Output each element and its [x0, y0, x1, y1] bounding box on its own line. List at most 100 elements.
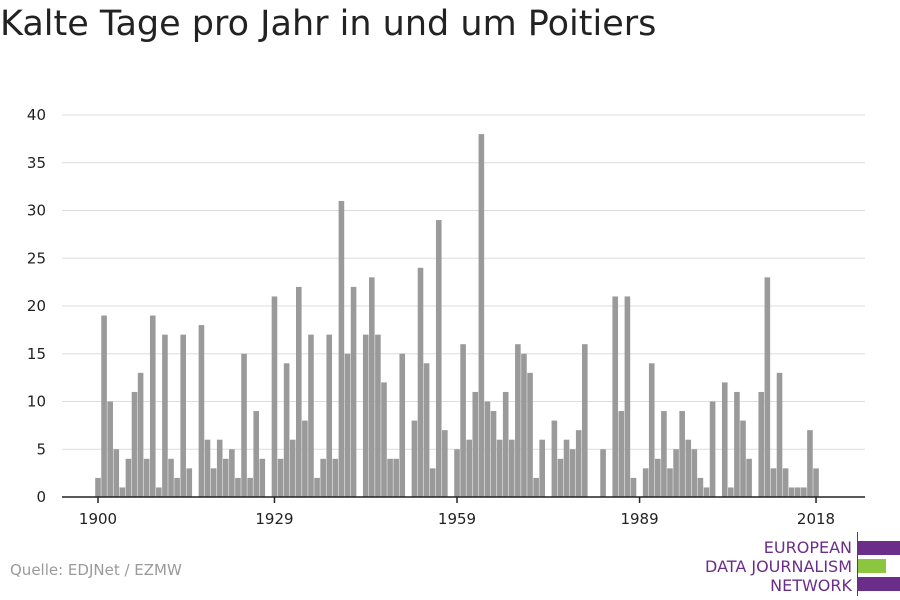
bar: [204, 439, 211, 497]
logo-divider: [857, 532, 858, 596]
bar: [222, 458, 229, 497]
bar: [478, 134, 485, 497]
source-note: Quelle: EDJNet / EZMW: [10, 561, 182, 579]
bar: [673, 449, 679, 497]
bar: [691, 449, 698, 497]
bar: [758, 391, 765, 497]
bar: [801, 487, 807, 497]
bar: [515, 344, 521, 497]
bar: [253, 411, 260, 497]
bar: [551, 420, 558, 497]
bar: [533, 477, 539, 497]
bar: [387, 458, 393, 497]
bar: [174, 477, 180, 497]
bar: [490, 411, 497, 497]
bar: [320, 458, 326, 497]
edjnet-logo: EUROPEAN DATA JOURNALISM NETWORK: [700, 532, 900, 596]
y-tick-label: 40: [27, 106, 46, 124]
bar: [460, 344, 466, 497]
bar: [344, 353, 351, 497]
bar: [338, 200, 345, 497]
y-tick-label: 35: [27, 154, 46, 172]
bar: [521, 353, 527, 497]
bar: [624, 296, 631, 497]
x-tick-label: 2018: [797, 510, 835, 528]
y-tick-label: 20: [27, 297, 46, 315]
bar: [642, 468, 649, 497]
bar: [709, 401, 716, 497]
bar: [721, 382, 728, 497]
bar: [813, 468, 819, 497]
bar: [746, 458, 752, 497]
x-tick-label: 1929: [255, 510, 293, 528]
bar: [393, 458, 399, 497]
bar: [411, 420, 418, 497]
bar: [216, 439, 223, 497]
bar: [423, 363, 430, 497]
bar: [764, 277, 771, 497]
bar: [600, 449, 606, 497]
bar: [101, 315, 107, 497]
logo-line-2: DATA JOURNALISM: [705, 557, 852, 576]
bar: [156, 487, 162, 497]
bar: [661, 411, 667, 497]
y-tick-label: 25: [27, 249, 46, 267]
bar: [332, 458, 339, 497]
x-tick-label: 1989: [620, 510, 658, 528]
bar: [308, 334, 314, 497]
bar: [143, 458, 150, 497]
bar: [137, 372, 144, 497]
bar: [442, 430, 448, 497]
bar: [429, 468, 436, 497]
bar: [502, 391, 509, 497]
logo-bar-purple-top: [858, 541, 900, 555]
bar: [125, 458, 132, 497]
logo-line-1: EUROPEAN: [763, 538, 852, 557]
bar: [703, 487, 710, 497]
bar: [131, 391, 138, 497]
bar: [655, 458, 661, 497]
bar: [289, 439, 296, 497]
bar: [369, 277, 375, 497]
bar: [782, 468, 789, 497]
bar: [149, 315, 156, 497]
x-tick-label: 1900: [79, 510, 117, 528]
bar: [350, 286, 357, 497]
bar: [277, 458, 284, 497]
bar: [734, 391, 740, 497]
bar: [113, 449, 120, 497]
bar: [630, 477, 637, 497]
bar: [229, 449, 235, 497]
bar: [484, 401, 491, 497]
bar: [168, 458, 174, 497]
bar: [557, 458, 564, 497]
bar: [198, 325, 205, 497]
bar: [302, 420, 308, 497]
bar: [527, 372, 533, 497]
bar: [770, 468, 777, 497]
bar: [788, 487, 795, 497]
bar: [235, 477, 241, 497]
y-tick-label: 15: [27, 345, 46, 363]
bar: [539, 439, 546, 497]
bar: [259, 458, 266, 497]
bar: [162, 334, 168, 497]
bar: [210, 468, 217, 497]
bar: [794, 487, 801, 497]
bar: [807, 430, 813, 497]
bar: [95, 477, 101, 497]
bar: [582, 344, 588, 497]
bar: [180, 334, 186, 497]
y-tick-label: 10: [27, 393, 46, 411]
y-tick-label: 30: [27, 202, 46, 220]
y-tick-label: 0: [36, 488, 46, 506]
chart-title: Kalte Tage pro Jahr in und um Poitiers: [0, 4, 657, 44]
bar: [776, 372, 783, 497]
bar: [648, 363, 655, 497]
bar: [679, 411, 685, 497]
bar: [466, 439, 472, 497]
bar: [740, 420, 746, 497]
bar: [454, 449, 460, 497]
bar: [186, 468, 193, 497]
